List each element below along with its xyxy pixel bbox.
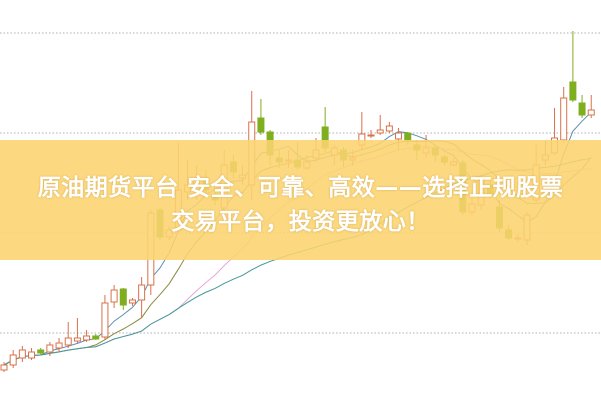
candle-body (119, 288, 127, 306)
candle-body (92, 335, 100, 340)
headline-line-2: 交易平台，投资更放心！ (171, 209, 430, 235)
candle-body (385, 125, 393, 132)
candle-body (55, 342, 63, 349)
headline-banner (0, 140, 601, 260)
candle-body (0, 364, 8, 371)
headline-line-1: 原油期货平台 安全、可靠、高效——选择正规股票 (37, 175, 564, 201)
candle-body (18, 349, 26, 359)
candle-body (569, 81, 577, 101)
candle-body (101, 302, 109, 338)
candle-body (110, 289, 118, 303)
candle-body (376, 129, 384, 134)
candle-body (83, 335, 91, 341)
candle-body (257, 117, 265, 133)
candle-body (64, 337, 72, 346)
candle-body (73, 337, 81, 342)
candle-body (578, 102, 586, 116)
candle-body (138, 284, 146, 301)
candle-body (37, 349, 45, 354)
candle-body (404, 132, 412, 141)
candle-body (587, 109, 595, 116)
candle-body (9, 354, 17, 366)
candle-body (560, 97, 568, 141)
candle-body (395, 132, 403, 140)
candle-body (128, 299, 136, 304)
candle-body (367, 134, 375, 137)
candle-body (28, 351, 36, 359)
candle-body (46, 344, 54, 353)
